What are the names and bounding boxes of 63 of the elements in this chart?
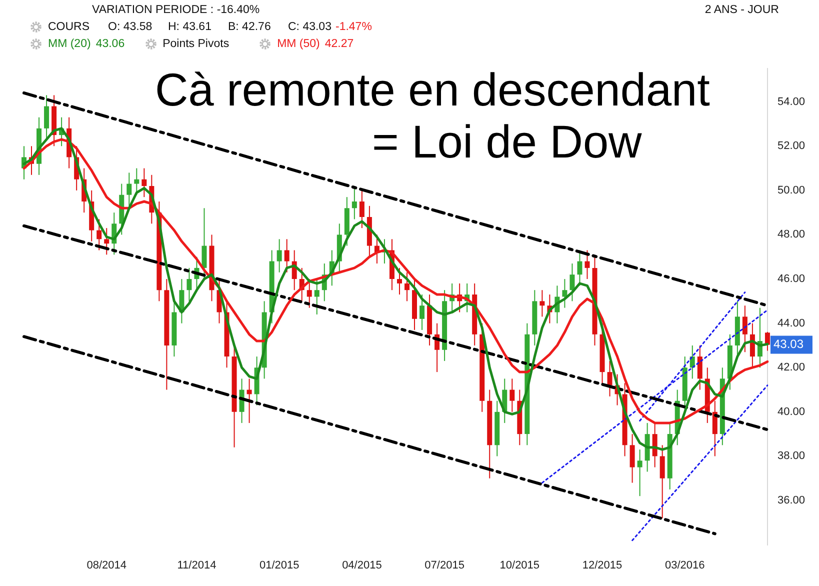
candlestick — [630, 434, 635, 484]
candlestick — [607, 360, 612, 397]
y-tick-label: 42.00 — [777, 362, 806, 374]
text: VARIATION PERIODE : -16.40% — [92, 4, 260, 16]
x-tick-label: 04/2015 — [342, 559, 382, 572]
candlestick — [314, 278, 320, 315]
x-tick-label: 01/2015 — [259, 559, 300, 572]
candlestick — [44, 94, 50, 140]
y-tick-label: 52.00 — [777, 140, 806, 152]
candlestick — [359, 190, 364, 229]
candlestick — [712, 400, 718, 457]
candlestick — [510, 378, 515, 412]
candlestick — [246, 378, 252, 424]
text: Points Pivots — [162, 38, 230, 50]
x-tick-label: 03/2016 — [664, 559, 705, 572]
text: MM (20) — [48, 38, 91, 50]
text: C: 43.03 — [288, 20, 332, 32]
candlestick — [420, 294, 425, 330]
y-tick-label: 48.00 — [777, 228, 806, 241]
candlestick — [142, 168, 147, 198]
y-tick-label: 40.00 — [777, 406, 806, 418]
text: 42.27 — [324, 38, 354, 50]
text: COURS — [48, 20, 91, 32]
x-tick-label: 10/2015 — [500, 559, 540, 572]
y-tick-label: 38.00 — [777, 450, 806, 462]
x-tick-label: 11/2014 — [177, 559, 216, 572]
candlestick — [96, 218, 102, 251]
text: = Loi de Dow — [372, 116, 643, 168]
candlestick — [570, 263, 575, 302]
candlestick — [637, 449, 642, 497]
candlestick — [562, 278, 568, 308]
candlestick — [396, 267, 402, 296]
candlestick — [186, 267, 192, 302]
candlestick — [202, 208, 207, 280]
candlestick — [697, 344, 702, 390]
text: H: 43.61 — [168, 20, 212, 32]
candlestick — [404, 272, 410, 302]
chart-title: Cà remonte en descendant — [155, 64, 710, 116]
text: 43.03 — [773, 337, 804, 352]
y-tick-label: 36.00 — [777, 494, 806, 507]
candlestick — [540, 290, 545, 318]
candlestick — [104, 228, 110, 256]
text: 2 ANS - JOUR — [704, 4, 779, 16]
text: -1.47% — [335, 20, 372, 32]
candlestick — [126, 172, 132, 206]
candlestick — [584, 250, 590, 280]
candlestick — [764, 331, 770, 352]
candlestick — [284, 238, 290, 273]
text: 43.06 — [96, 38, 125, 50]
text: O: 43.58 — [108, 20, 154, 32]
x-tick-label: 08/2014 — [86, 559, 126, 572]
candlestick — [306, 278, 312, 308]
y-tick-label: 44.00 — [777, 317, 806, 330]
text: MM (50) — [277, 38, 320, 50]
x-tick-label: 07/2015 — [424, 559, 464, 572]
text: B: 42.76 — [228, 20, 272, 32]
y-tick-label: 46.00 — [777, 273, 806, 286]
candlestick — [660, 444, 665, 519]
y-tick-label: 50.00 — [777, 184, 806, 196]
y-tick-label: 54.00 — [777, 96, 806, 108]
candlestick — [276, 238, 282, 273]
candlestick — [742, 305, 748, 353]
x-tick-label: 12/2015 — [582, 559, 622, 572]
